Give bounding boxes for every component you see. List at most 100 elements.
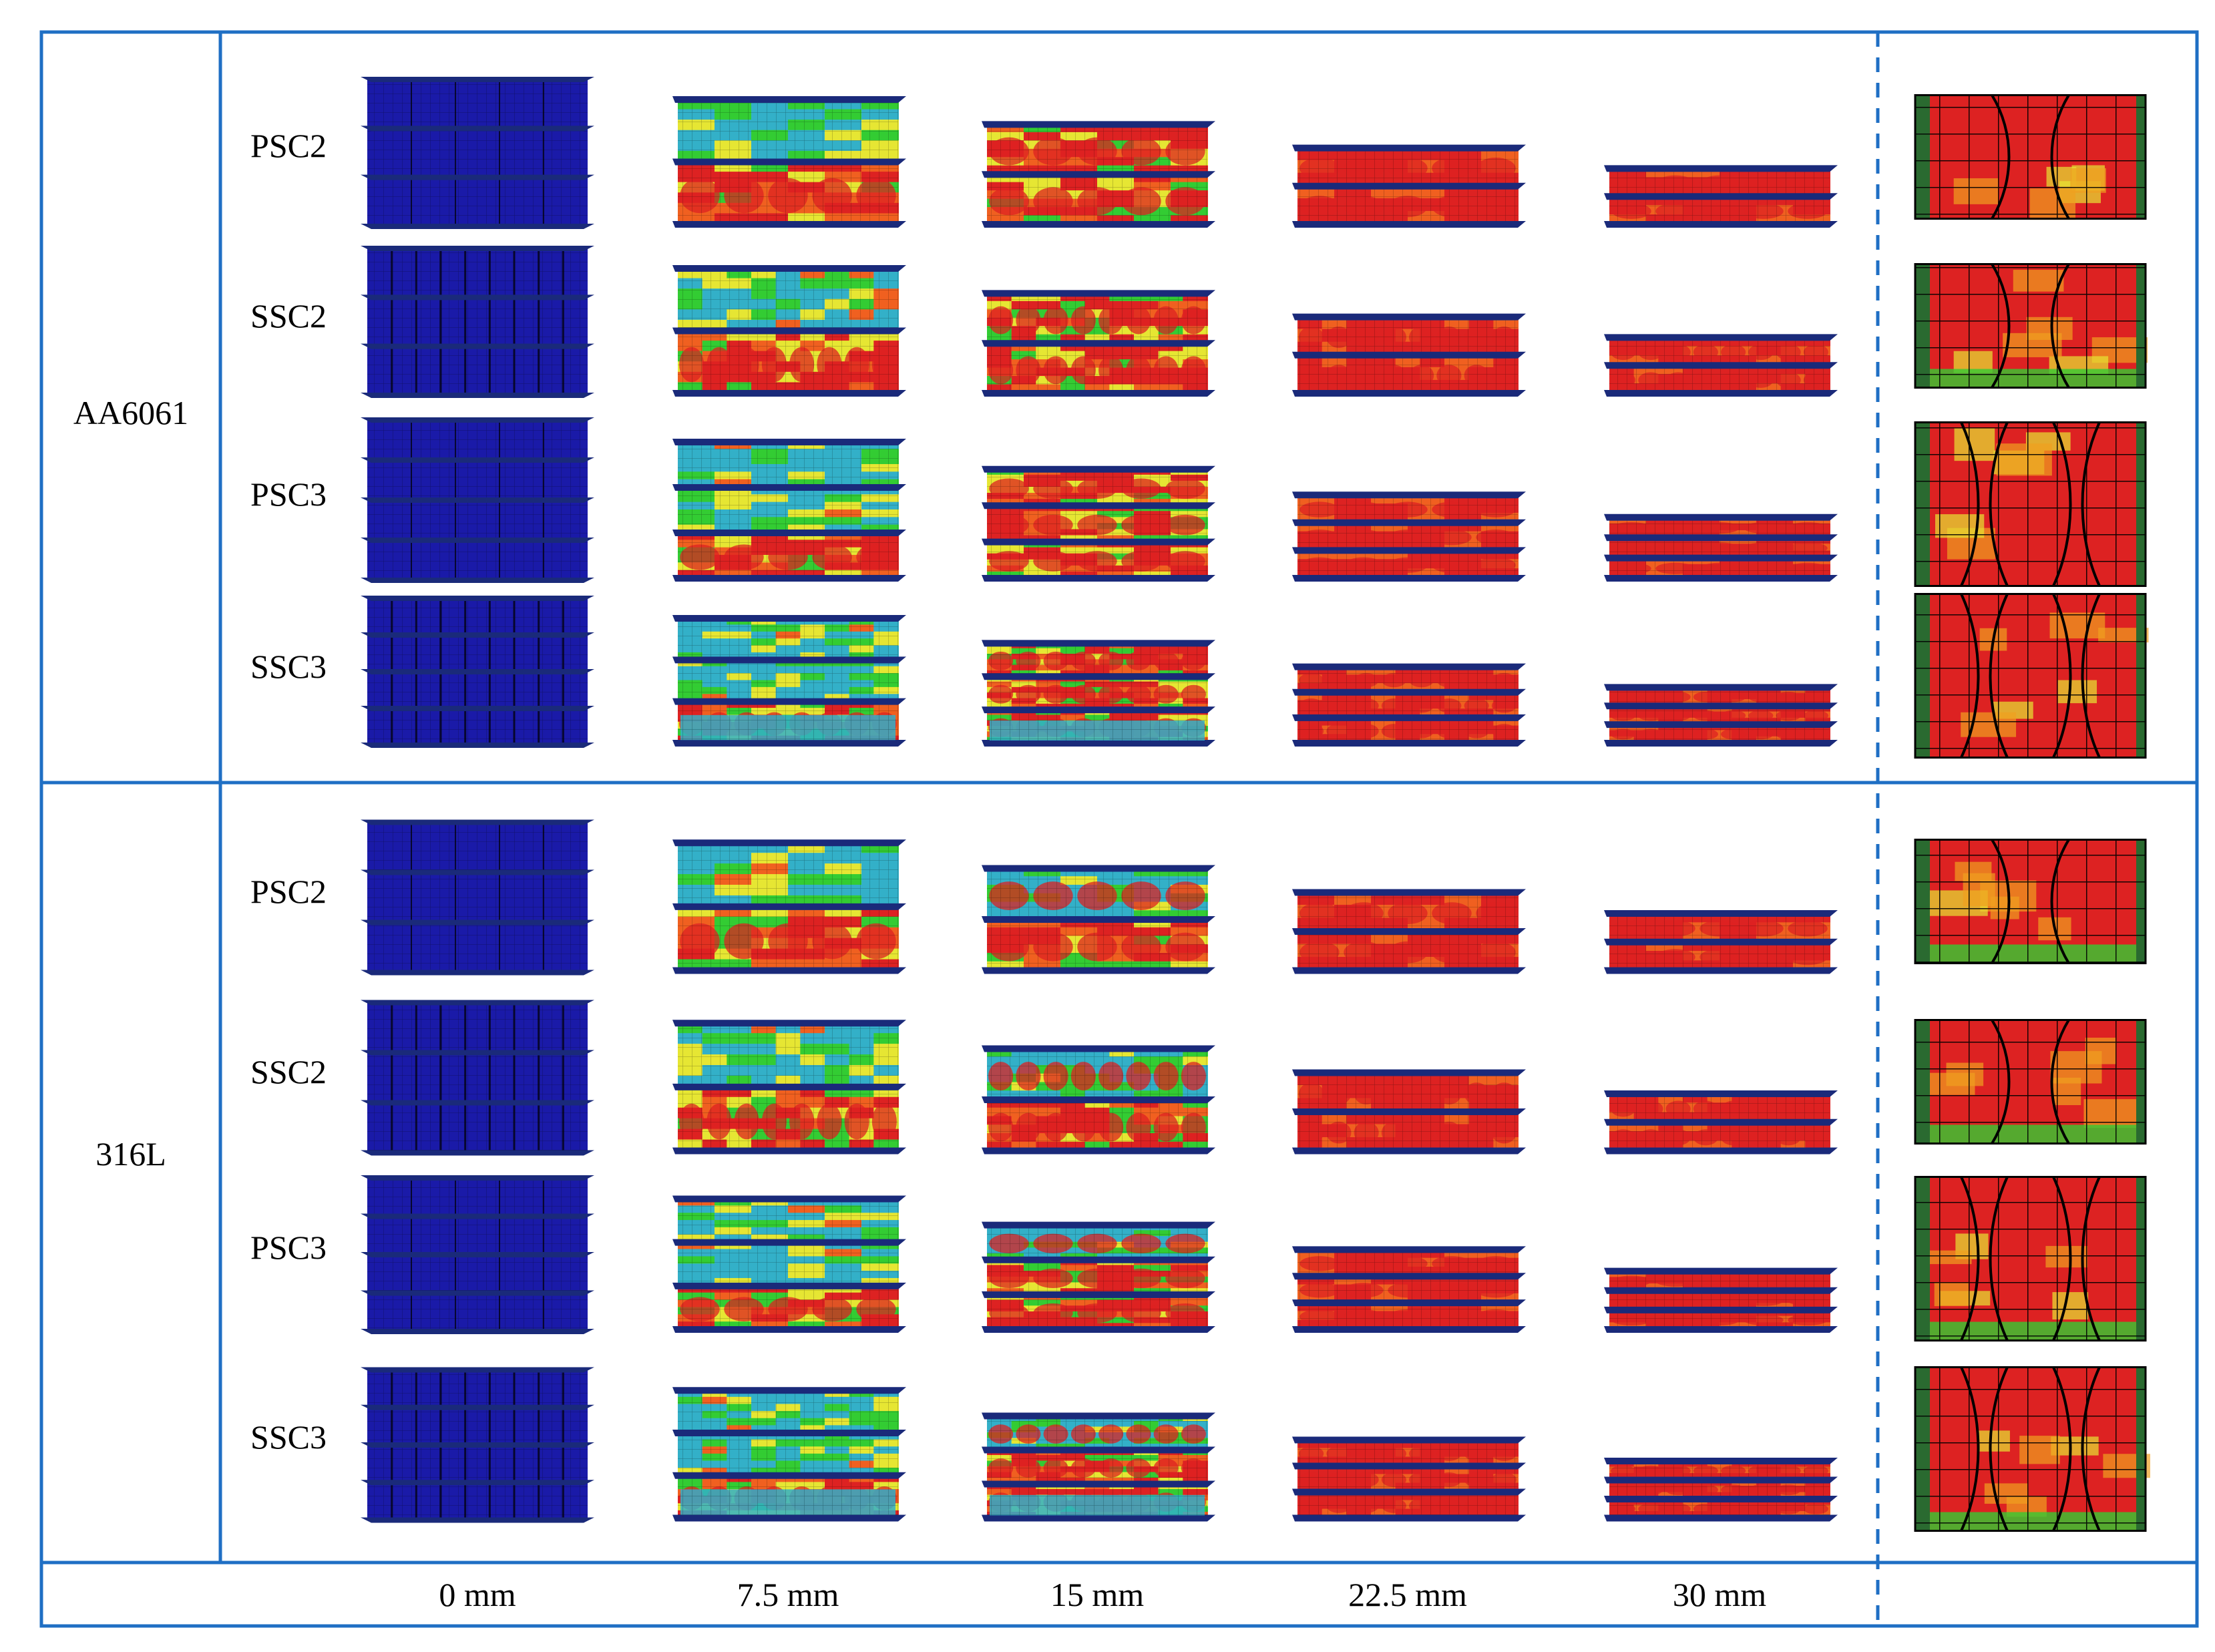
- zoom-border: [1914, 1019, 2147, 1145]
- sim-0-1-1: [672, 265, 906, 397]
- buckled-wall: [1989, 1366, 2009, 1532]
- face-sheet-plate: [982, 740, 1215, 747]
- face-sheet-plate: [1292, 1326, 1526, 1333]
- face-sheet-plate: [982, 465, 1215, 473]
- sim-1-1-2: [982, 1045, 1215, 1155]
- face-sheet-plate: [1292, 1069, 1526, 1076]
- sim-1-3-3: [1292, 1436, 1526, 1522]
- face-sheet-plate: [672, 96, 906, 103]
- outer-border: [39, 30, 2199, 1628]
- buckled-wall: [1989, 421, 2009, 587]
- face-sheet-plate: [361, 1100, 594, 1106]
- buckled-wall: [2050, 263, 2070, 389]
- face-sheet-plate: [1292, 889, 1526, 896]
- face-sheet-plate: [1604, 702, 1838, 710]
- buckled-wall: [2052, 1176, 2072, 1341]
- face-sheet-plate: [361, 1442, 594, 1448]
- face-sheet-plate: [1292, 491, 1526, 499]
- sim-1-2-3: [1292, 1246, 1526, 1333]
- row-label-316l-ssc3: SSC3: [250, 1418, 327, 1456]
- column-label-15mm: 15 mm: [1050, 1576, 1145, 1613]
- mesh-overlay: [367, 1000, 588, 1151]
- face-sheet-plate: [672, 615, 906, 622]
- face-sheet-plate: [672, 740, 906, 747]
- sim-1-0-3: [1292, 889, 1526, 974]
- face-sheet-plate: [672, 656, 906, 664]
- sim-1-0-1: [672, 839, 906, 974]
- face-sheet-plate: [1604, 684, 1838, 691]
- sim-0-0-0: [361, 77, 594, 229]
- face-sheet-plate: [361, 77, 594, 82]
- face-sheet-plate: [361, 743, 594, 748]
- zoom-0-3: [1914, 593, 2149, 759]
- face-sheet-plate: [672, 839, 906, 847]
- face-sheet-plate: [1604, 1090, 1838, 1097]
- face-sheet-plate: [1292, 1273, 1526, 1280]
- buckled-wall: [2050, 1019, 2070, 1145]
- zoom-0-0: [1914, 94, 2147, 220]
- face-sheet-plate: [1292, 1488, 1526, 1496]
- sim-0-1-4: [1604, 334, 1838, 397]
- face-sheet-plate: [1292, 1514, 1526, 1522]
- material-label-aa6061: AA6061: [73, 394, 189, 431]
- row-label-316l-ssc2: SSC2: [250, 1053, 327, 1090]
- sim-1-2-1: [672, 1195, 906, 1333]
- buckled-wall: [1991, 839, 2011, 964]
- zoom-mesh: [1915, 1020, 2146, 1144]
- face-sheet-plate: [1604, 390, 1838, 397]
- face-sheet-plate: [361, 1329, 594, 1334]
- face-sheet-plate: [1292, 740, 1526, 747]
- face-sheet-plate: [361, 632, 594, 638]
- face-sheet-plate: [672, 1326, 906, 1333]
- sim-1-1-0: [361, 1000, 594, 1156]
- face-sheet-plate: [361, 224, 594, 229]
- face-sheet-plate: [1604, 534, 1838, 542]
- face-sheet-plate: [1604, 193, 1838, 200]
- face-sheet-plate: [361, 919, 594, 925]
- mesh-overlay: [1609, 1270, 1830, 1329]
- face-sheet-plate: [1292, 1108, 1526, 1115]
- zoom-1-0: [1914, 839, 2147, 964]
- face-sheet-plate: [1292, 221, 1526, 228]
- zoom-border: [1914, 263, 2147, 389]
- column-label-7-5mm: 7.5 mm: [737, 1576, 839, 1613]
- zoom-mesh: [1915, 264, 2146, 388]
- sim-0-3-0: [361, 596, 594, 748]
- column-label-30mm: 30 mm: [1672, 1576, 1767, 1613]
- buckled-wall: [1960, 421, 1980, 587]
- buckled-wall: [1989, 1176, 2009, 1341]
- face-sheet-plate: [361, 538, 594, 543]
- face-sheet-plate: [1292, 547, 1526, 554]
- face-sheet-plate: [1604, 1458, 1838, 1464]
- face-sheet-plate: [1604, 938, 1838, 946]
- face-sheet-plate: [982, 865, 1215, 872]
- face-sheet-plate: [1604, 1306, 1838, 1313]
- mesh-overlay: [990, 1494, 1205, 1516]
- sim-0-2-0: [361, 417, 594, 583]
- face-sheet-plate: [1292, 688, 1526, 696]
- face-sheet-plate: [1604, 1147, 1838, 1155]
- sim-1-2-4: [1604, 1267, 1838, 1333]
- face-sheet-plate: [361, 1175, 594, 1181]
- sim-0-1-0: [361, 246, 594, 398]
- buckled-wall: [2081, 1176, 2101, 1341]
- mesh-overlay: [1297, 1439, 1518, 1518]
- face-sheet-plate: [982, 1291, 1215, 1298]
- mesh-overlay: [990, 720, 1205, 741]
- sim-0-2-4: [1604, 513, 1838, 582]
- sim-1-1-4: [1604, 1090, 1838, 1155]
- sim-0-1-3: [1292, 313, 1526, 397]
- buckled-wall: [2052, 1366, 2072, 1532]
- sim-0-1-2: [982, 290, 1215, 397]
- face-sheet-plate: [982, 706, 1215, 714]
- buckled-wall: [1991, 1019, 2011, 1145]
- face-sheet-plate: [361, 1517, 594, 1523]
- face-sheet-plate: [1292, 519, 1526, 526]
- face-sheet-plate: [982, 673, 1215, 680]
- zoom-border: [1914, 593, 2147, 759]
- face-sheet-plate: [672, 327, 906, 335]
- face-sheet-plate: [672, 530, 906, 536]
- face-sheet-plate: [1604, 740, 1838, 747]
- face-sheet-plate: [1292, 182, 1526, 190]
- face-sheet-plate: [982, 640, 1215, 647]
